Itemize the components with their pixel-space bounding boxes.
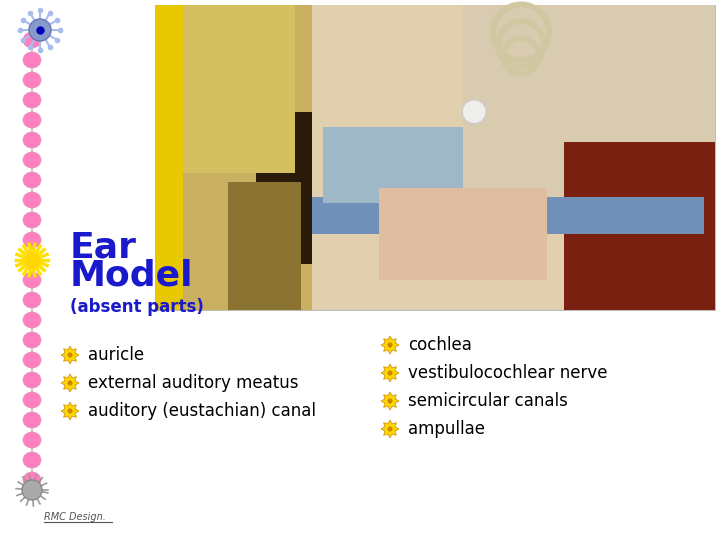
- Ellipse shape: [23, 32, 41, 48]
- FancyBboxPatch shape: [312, 5, 564, 310]
- Circle shape: [388, 427, 392, 431]
- Circle shape: [388, 371, 392, 375]
- Ellipse shape: [23, 332, 41, 348]
- Circle shape: [68, 381, 72, 385]
- Text: auricle: auricle: [88, 346, 144, 364]
- Ellipse shape: [23, 312, 41, 328]
- FancyBboxPatch shape: [155, 5, 183, 310]
- Ellipse shape: [23, 292, 41, 308]
- Ellipse shape: [23, 232, 41, 248]
- Ellipse shape: [23, 412, 41, 428]
- FancyBboxPatch shape: [183, 5, 295, 173]
- FancyBboxPatch shape: [564, 142, 715, 310]
- Ellipse shape: [23, 252, 41, 268]
- Text: semicircular canals: semicircular canals: [408, 392, 568, 410]
- Circle shape: [388, 399, 392, 403]
- Ellipse shape: [23, 452, 41, 468]
- Ellipse shape: [23, 112, 41, 128]
- FancyBboxPatch shape: [155, 5, 312, 310]
- Ellipse shape: [23, 92, 41, 108]
- Ellipse shape: [23, 432, 41, 448]
- FancyBboxPatch shape: [228, 182, 301, 310]
- Ellipse shape: [23, 192, 41, 208]
- FancyBboxPatch shape: [323, 127, 463, 203]
- Text: auditory (eustachian) canal: auditory (eustachian) canal: [88, 402, 316, 420]
- Ellipse shape: [23, 392, 41, 408]
- FancyBboxPatch shape: [155, 5, 715, 310]
- Circle shape: [22, 480, 42, 500]
- Polygon shape: [61, 402, 79, 420]
- Polygon shape: [381, 392, 399, 410]
- FancyBboxPatch shape: [256, 112, 312, 264]
- Polygon shape: [61, 374, 79, 392]
- Text: RMC Design.: RMC Design.: [44, 512, 106, 522]
- Ellipse shape: [23, 272, 41, 288]
- Circle shape: [462, 100, 486, 124]
- Text: Model: Model: [70, 258, 194, 292]
- Polygon shape: [61, 346, 79, 364]
- Text: external auditory meatus: external auditory meatus: [88, 374, 299, 392]
- Ellipse shape: [23, 132, 41, 148]
- Ellipse shape: [23, 372, 41, 388]
- Ellipse shape: [23, 472, 41, 488]
- FancyBboxPatch shape: [463, 5, 715, 203]
- Ellipse shape: [23, 152, 41, 168]
- Ellipse shape: [23, 172, 41, 188]
- Circle shape: [68, 409, 72, 413]
- Polygon shape: [381, 336, 399, 354]
- Text: cochlea: cochlea: [408, 336, 472, 354]
- Text: (absent parts): (absent parts): [70, 298, 204, 316]
- Ellipse shape: [23, 52, 41, 68]
- Ellipse shape: [23, 352, 41, 368]
- Ellipse shape: [23, 72, 41, 88]
- Text: vestibulocochlear nerve: vestibulocochlear nerve: [408, 364, 608, 382]
- Text: ampullae: ampullae: [408, 420, 485, 438]
- Ellipse shape: [23, 212, 41, 228]
- FancyBboxPatch shape: [379, 188, 547, 280]
- Polygon shape: [381, 420, 399, 438]
- Text: Ear: Ear: [70, 231, 137, 265]
- Circle shape: [68, 353, 72, 357]
- FancyBboxPatch shape: [312, 197, 703, 234]
- Circle shape: [388, 343, 392, 347]
- Polygon shape: [381, 364, 399, 382]
- Circle shape: [29, 19, 51, 41]
